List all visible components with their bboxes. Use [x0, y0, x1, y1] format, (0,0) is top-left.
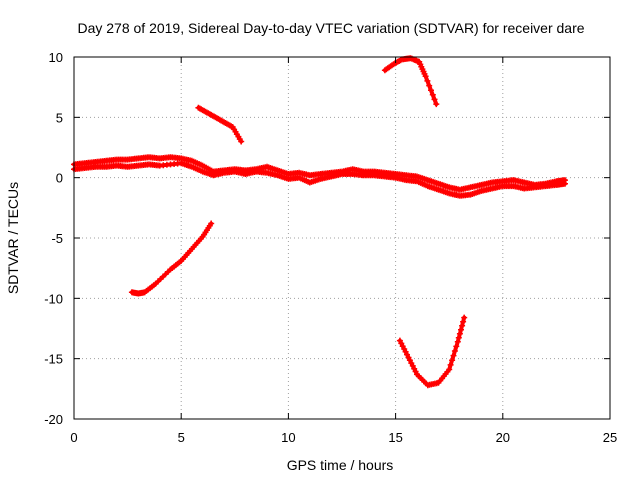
data-point	[453, 343, 460, 350]
series-layer	[71, 55, 568, 389]
data-point	[461, 314, 468, 321]
y-tick-labels: 10 5 0 -5 -10 -15 -20	[44, 50, 63, 427]
series-line	[129, 221, 214, 296]
grid-lines	[73, 56, 611, 420]
data-point	[460, 318, 467, 325]
y-tick-label: -5	[51, 231, 63, 246]
data-point	[429, 91, 436, 98]
data-point	[455, 334, 462, 341]
data-point	[238, 138, 245, 145]
data-point	[426, 82, 433, 89]
x-tick-label: 10	[281, 430, 295, 445]
chart-title: Day 278 of 2019, Sidereal Day-to-day VTE…	[77, 20, 584, 36]
x-tick-label: 0	[70, 430, 77, 445]
series-arc-lower-right	[396, 314, 468, 389]
data-point	[433, 101, 440, 108]
series-main-band-lower	[71, 160, 568, 199]
data-point	[454, 338, 461, 345]
x-axis-label: GPS time / hours	[287, 457, 394, 473]
data-point	[431, 96, 438, 103]
y-tick-label: -10	[44, 291, 63, 306]
data-point	[456, 330, 463, 337]
x-tick-label: 15	[388, 430, 402, 445]
y-tick-label: 0	[56, 171, 63, 186]
y-tick-label: 5	[56, 110, 63, 125]
tick-marks	[73, 56, 611, 420]
series-arc-upper-left	[195, 104, 245, 145]
data-point	[208, 220, 215, 227]
y-tick-label: 10	[49, 50, 63, 65]
data-point	[446, 366, 453, 373]
data-point	[449, 357, 456, 364]
x-tick-labels: 0 5 10 15 20 25	[70, 430, 617, 445]
data-point	[450, 352, 457, 359]
x-tick-label: 25	[603, 430, 617, 445]
x-tick-label: 20	[496, 430, 510, 445]
y-tick-label: -20	[44, 412, 63, 427]
data-point	[562, 180, 568, 187]
series-arc-upper-right	[381, 55, 440, 108]
y-tick-label: -15	[44, 352, 63, 367]
series-arc-lower-left	[128, 220, 215, 297]
data-point	[459, 322, 466, 329]
data-point	[428, 87, 434, 94]
data-point	[424, 77, 431, 84]
data-point	[451, 348, 458, 354]
data-point	[422, 73, 429, 80]
y-axis-label: SDTVAR / TECUs	[5, 182, 21, 294]
data-point	[447, 361, 454, 368]
x-tick-label: 5	[178, 430, 185, 445]
data-point	[458, 326, 464, 333]
